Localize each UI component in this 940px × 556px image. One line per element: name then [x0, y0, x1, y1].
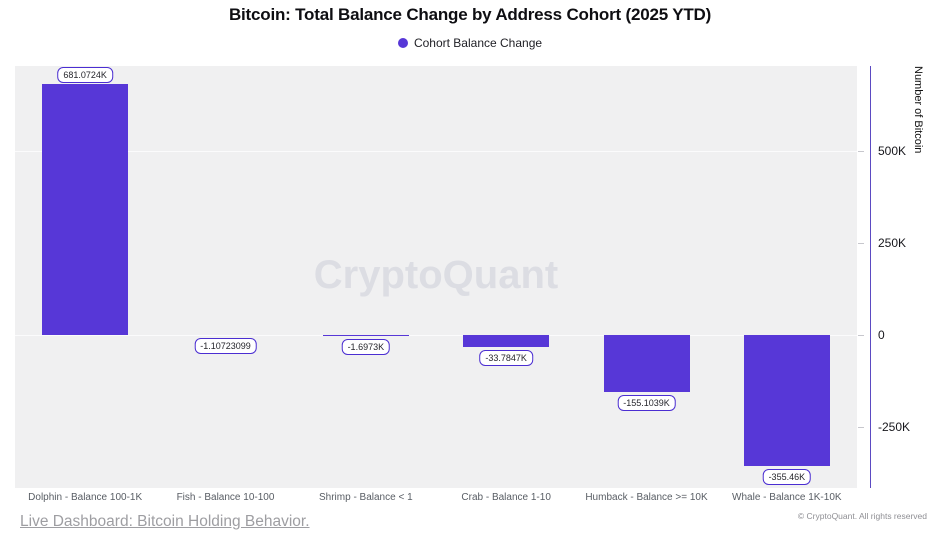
y-tick-label-0: 500K	[878, 144, 907, 158]
bar-0[interactable]	[42, 84, 129, 335]
bar-2[interactable]	[322, 335, 409, 336]
y-tick-label-3: -250K	[878, 420, 911, 434]
bar-value-label-5: -355.46K	[762, 468, 812, 485]
watermark: CryptoQuant	[313, 253, 559, 298]
live-dashboard-link[interactable]: Live Dashboard: Bitcoin Holding Behavior…	[20, 513, 310, 530]
bar-value-label-1: -1.10723099	[194, 338, 257, 354]
x-axis-label-5: Whale - Balance 1K-10K	[732, 492, 842, 503]
legend-marker-icon	[397, 38, 408, 48]
y-tick-mark-icon	[858, 335, 864, 336]
gridline	[15, 151, 857, 152]
x-axis-label-1: Fish - Balance 10-100	[176, 492, 275, 503]
y-tick-mark-icon	[858, 151, 864, 152]
chart-title: Bitcoin: Total Balance Change by Address…	[228, 5, 712, 24]
y-tick-mark-icon	[858, 427, 864, 428]
y-tick-label-1: 250K	[878, 236, 907, 250]
x-axis-label-3: Crab - Balance 1-10	[461, 492, 551, 503]
gridline	[15, 335, 857, 336]
bar-5[interactable]	[743, 335, 830, 466]
bar-value-label-0: 681.0724K	[57, 67, 113, 84]
y-axis-title: Number of Bitcoin	[912, 66, 924, 154]
bar-4[interactable]	[603, 335, 690, 393]
legend-item[interactable]: Cohort Balance Change	[0, 36, 940, 50]
plot-area: CryptoQuant 681.0724K -1.10723099 -1.6973K…	[15, 66, 857, 488]
y-axis-line	[870, 66, 871, 488]
copyright-text: © CryptoQuant. All rights reserved	[797, 511, 927, 521]
y-tick-mark-icon	[858, 243, 864, 244]
legend-label: Cohort Balance Change	[413, 36, 543, 50]
y-tick-label-2: 0	[878, 328, 885, 342]
bar-3[interactable]	[463, 335, 550, 348]
x-axis-labels: Dolphin - Balance 100-1K Fish - Balance 1…	[15, 492, 857, 503]
bar-value-label-3: -33.7847K	[479, 350, 533, 367]
x-axis-label-2: Shrimp - Balance < 1	[318, 492, 413, 503]
x-axis-label-0: Dolphin - Balance 100-1K	[28, 492, 143, 503]
bar-value-label-2: -1.6973K	[341, 338, 391, 355]
x-axis-label-4: Humback - Balance >= 10K	[585, 492, 708, 503]
bar-value-label-4: -155.1039K	[617, 395, 676, 412]
